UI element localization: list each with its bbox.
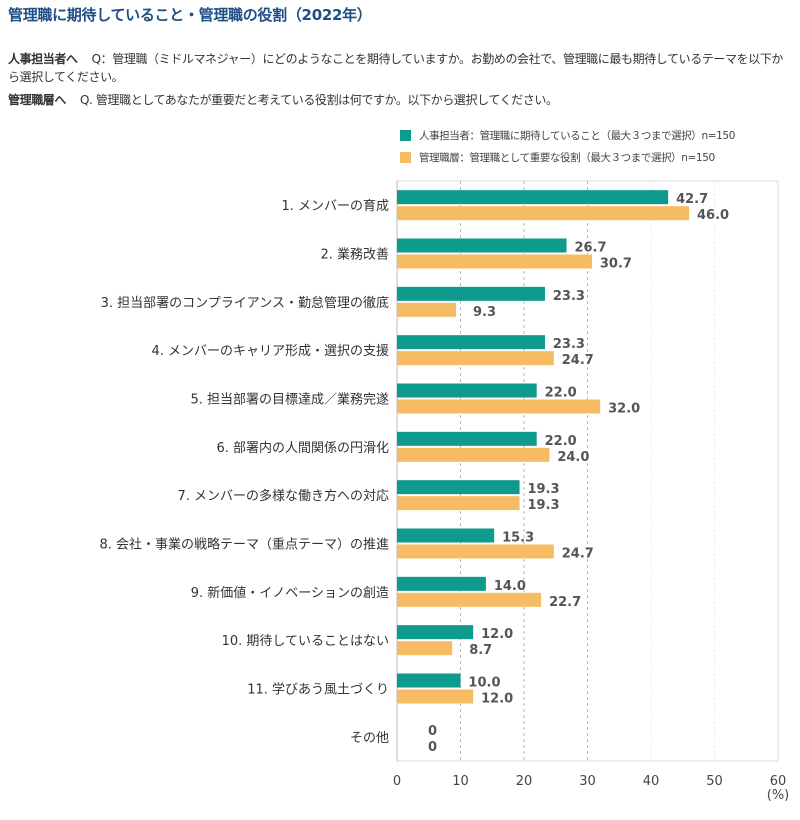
value-label-hr: 42.7 <box>676 192 708 207</box>
value-label-hr: 23.3 <box>553 289 585 304</box>
value-label-manager: 12.0 <box>481 692 513 707</box>
legend-label-hr: 人事担当者：管理職に期待していること（最大３つまで選択）n=150 <box>419 129 735 142</box>
value-label-manager: 24.0 <box>557 450 589 465</box>
question-manager-text: Q. 管理職としてあなたが重要だと考えている役割は何ですか。以下から選択してくだ… <box>80 93 558 107</box>
value-label-hr: 22.0 <box>545 386 577 401</box>
value-label-manager: 8.7 <box>469 643 492 658</box>
value-label-manager: 0 <box>428 740 437 755</box>
value-label-hr: 10.0 <box>468 676 500 691</box>
value-label-manager: 24.7 <box>562 547 594 562</box>
legend-swatch-manager <box>400 151 411 163</box>
value-label-manager: 30.7 <box>600 257 632 272</box>
x-tick-label: 40 <box>643 774 660 789</box>
bar-hr <box>397 480 520 495</box>
bar-manager <box>397 447 550 462</box>
bar-hr <box>397 673 461 688</box>
bar-manager <box>397 351 554 366</box>
category-label: 11. 学びあう風土づくり <box>247 682 389 698</box>
value-label-manager: 22.7 <box>549 595 581 610</box>
category-label: 6. 部署内の人間関係の円滑化 <box>216 440 389 456</box>
category-label: 7. メンバーの多様な働き方への対応 <box>177 488 389 504</box>
x-tick-label: 20 <box>516 774 533 789</box>
bar-manager <box>397 689 474 704</box>
bar-manager <box>397 592 542 607</box>
x-tick-label: 10 <box>452 774 469 789</box>
legend-item-manager: 管理職層：管理職として重要な役割（最大３つまで選択）n=150 <box>400 146 735 168</box>
value-label-manager: 32.0 <box>608 402 640 417</box>
bar-hr <box>397 431 537 446</box>
question-hr-prefix: 人事担当者へ <box>8 52 78 66</box>
legend-item-hr: 人事担当者：管理職に期待していること（最大３つまで選択）n=150 <box>400 124 735 146</box>
category-label: 10. 期待していることはない <box>222 634 389 649</box>
value-label-hr: 15.3 <box>502 531 534 546</box>
bar-hr <box>397 286 545 301</box>
bar-manager <box>397 544 554 559</box>
bar-hr <box>397 238 567 253</box>
question-hr: 人事担当者へ Q：管理職（ミドルマネジャー）にどのようなことを期待していますか。お… <box>8 50 793 86</box>
category-label: 2. 業務改善 <box>320 247 389 263</box>
question-hr-text: Q：管理職（ミドルマネジャー）にどのようなことを期待していますか。お勤めの会社で… <box>8 52 784 84</box>
chart-title: 管理職に期待していること・管理職の役割（2022年） <box>8 6 372 24</box>
bar-manager <box>397 641 453 656</box>
bar-hr <box>397 625 474 640</box>
bar-manager <box>397 302 457 317</box>
x-tick-label: 60 <box>770 774 787 789</box>
value-label-hr: 23.3 <box>553 337 585 352</box>
bar-hr <box>397 528 495 543</box>
bar-hr <box>397 190 669 205</box>
value-label-hr: 12.0 <box>481 627 513 642</box>
value-label-hr: 0 <box>428 724 437 739</box>
category-label: 8. 会社・事業の戦略テーマ（重点テーマ）の推進 <box>99 537 389 553</box>
value-label-manager: 19.3 <box>527 498 559 513</box>
value-label-hr: 19.3 <box>527 482 559 497</box>
x-tick-label: 30 <box>579 774 596 789</box>
bar-hr <box>397 383 537 398</box>
category-label: 3. 担当部署のコンプライアンス・勤怠管理の徹底 <box>101 295 389 311</box>
value-label-hr: 14.0 <box>494 579 526 594</box>
x-tick-label: 0 <box>393 774 401 789</box>
question-manager: 管理職層へ Q. 管理職としてあなたが重要だと考えている役割は何ですか。以下から選… <box>8 91 793 109</box>
category-label: 4. メンバーのキャリア形成・選択の支援 <box>151 344 389 359</box>
category-label: その他 <box>350 731 389 746</box>
value-label-hr: 22.0 <box>545 434 577 449</box>
bar-manager <box>397 399 601 414</box>
x-axis-unit: (%) <box>767 788 790 803</box>
value-label-hr: 26.7 <box>574 241 606 256</box>
bar-manager <box>397 496 520 511</box>
value-label-manager: 46.0 <box>697 208 729 223</box>
legend: 人事担当者：管理職に期待していること（最大３つまで選択）n=150 管理職層：管… <box>400 124 735 168</box>
bar-manager <box>397 254 592 269</box>
category-label: 9. 新価値・イノベーションの創造 <box>191 585 389 601</box>
value-label-manager: 24.7 <box>562 353 594 368</box>
category-label: 5. 担当部署の目標達成／業務完遂 <box>190 392 389 408</box>
value-label-manager: 9.3 <box>473 305 496 320</box>
x-tick-label: 50 <box>706 774 723 789</box>
bar-hr <box>397 335 545 350</box>
legend-label-manager: 管理職層：管理職として重要な役割（最大３つまで選択）n=150 <box>419 151 715 164</box>
legend-swatch-hr <box>400 129 411 141</box>
bar-manager <box>397 206 690 221</box>
question-manager-prefix: 管理職層へ <box>8 93 67 107</box>
bar-hr <box>397 576 486 591</box>
category-label: 1. メンバーの育成 <box>281 198 389 214</box>
